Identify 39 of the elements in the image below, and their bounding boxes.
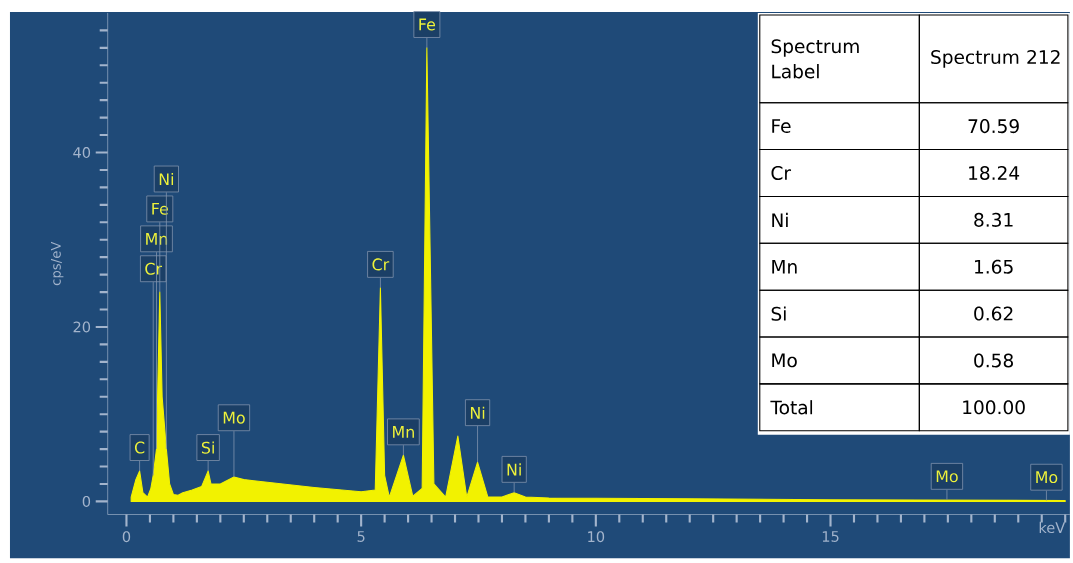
y-tick-label: 20: [73, 321, 91, 333]
annotation: Ni: [507, 463, 521, 476]
x-tick-label: 5: [357, 530, 365, 542]
annotation: Si: [771, 306, 786, 321]
x-tick-label: 10: [588, 530, 605, 542]
annotation: 0.62: [974, 306, 1013, 321]
annotation: 100.00: [963, 400, 1025, 415]
annotation: Si: [201, 441, 214, 454]
annotation: Spectrum 212: [931, 49, 1060, 68]
x-tick-label: 15: [822, 530, 839, 542]
annotation: Mn: [393, 425, 414, 438]
annotation: Mo: [1036, 471, 1058, 483]
annotation: 0.58: [974, 353, 1013, 368]
x-axis-title: keV: [1039, 521, 1066, 533]
annotation: C: [134, 441, 145, 454]
annotation: Ni: [470, 406, 485, 419]
annotation: 18.24: [969, 165, 1020, 180]
annotation: Spectrum Label: [771, 39, 859, 79]
annotation: Mn: [146, 232, 168, 245]
annotation: Fe: [772, 119, 791, 133]
annotation: Fe: [152, 202, 168, 215]
annotation: 1.65: [975, 259, 1013, 274]
annotation: Mo: [223, 411, 245, 424]
annotation: Ni: [772, 212, 788, 227]
y-axis-title: cps/eV: [51, 241, 64, 285]
annotation: Mn: [772, 259, 797, 274]
y-tick-label: 40: [73, 146, 91, 158]
annotation: Total: [770, 399, 813, 415]
annotation: Mo: [936, 470, 958, 483]
y-tick-label: 0: [82, 495, 91, 507]
annotation: Cr: [771, 165, 792, 180]
annotation: Cr: [372, 258, 390, 271]
annotation: 8.31: [974, 212, 1013, 227]
annotation: Cr: [145, 262, 163, 275]
x-tick-label: 0: [122, 530, 131, 542]
annotation: 70.59: [968, 118, 1019, 133]
annotation: Mo: [772, 353, 797, 368]
annotation: Fe: [419, 18, 436, 31]
annotation: Ni: [159, 172, 174, 185]
